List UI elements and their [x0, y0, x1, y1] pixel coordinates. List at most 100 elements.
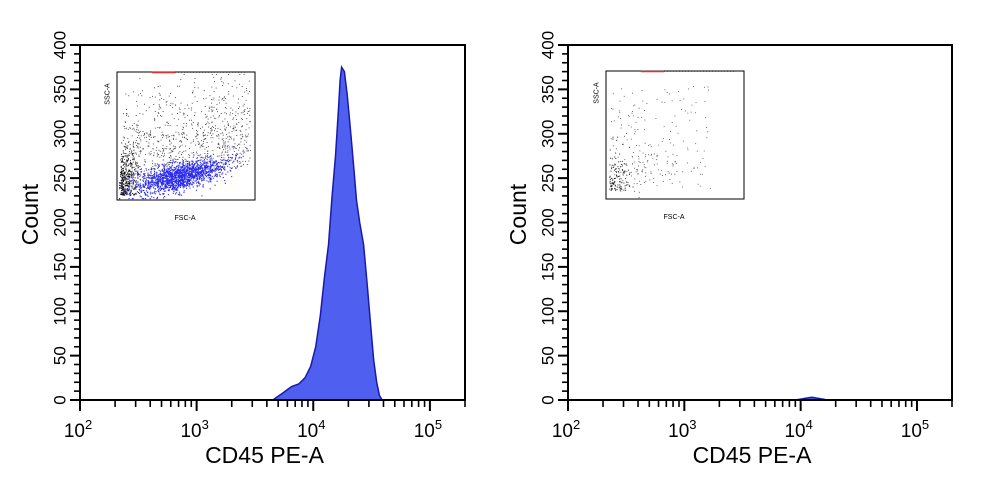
inset-point — [227, 124, 229, 126]
inset-point — [235, 111, 237, 113]
inset-point — [249, 157, 251, 159]
inset-point — [121, 186, 123, 188]
inset-gated-point — [184, 173, 186, 175]
inset-point — [174, 97, 176, 98]
inset-gated-point — [226, 160, 228, 162]
inset-gated-point — [219, 168, 221, 170]
inset-gated-point — [131, 176, 133, 178]
inset-gated-point — [179, 194, 181, 196]
inset-point — [220, 133, 222, 134]
inset-gated-point — [175, 166, 177, 168]
inset-point — [623, 170, 625, 172]
inset-gated-point — [140, 191, 142, 193]
inset-point — [135, 182, 137, 184]
inset-point — [146, 141, 148, 142]
inset-point — [643, 166, 645, 168]
inset-gated-point — [180, 173, 182, 175]
inset-gated-point — [180, 170, 182, 172]
inset-point — [183, 127, 185, 129]
inset-point — [241, 118, 242, 120]
inset-gated-point — [203, 178, 205, 180]
inset-point — [152, 148, 154, 150]
inset-gated-point — [228, 161, 230, 163]
inset-point — [223, 145, 225, 147]
inset-gated-point — [186, 179, 188, 181]
inset-gated-point — [130, 180, 132, 182]
inset-gated-point — [164, 184, 166, 186]
inset-point — [139, 176, 141, 177]
inset-gated-point — [196, 163, 198, 165]
inset-point — [671, 100, 673, 102]
inset-point — [149, 154, 151, 156]
inset-gated-point — [195, 160, 197, 162]
inset-point — [122, 165, 124, 166]
inset-point — [192, 140, 194, 142]
inset-point — [208, 108, 210, 109]
inset-point — [132, 188, 134, 190]
inset-point — [183, 150, 185, 152]
inset-point — [144, 132, 145, 134]
inset-point — [169, 174, 171, 175]
inset-gated-point — [146, 186, 148, 188]
inset-point — [645, 180, 647, 182]
inset-y-label: SSC-A — [594, 82, 601, 104]
inset-point — [145, 154, 146, 156]
inset-gated-point — [204, 169, 206, 171]
inset-gated-point — [198, 173, 200, 175]
inset-gated-point — [158, 165, 160, 167]
inset-gated-point — [184, 184, 186, 186]
inset-point — [630, 138, 632, 140]
inset-point — [126, 182, 127, 183]
inset-gated-point — [169, 181, 171, 183]
inset-gated-point — [192, 176, 194, 178]
inset-point — [126, 109, 127, 110]
inset-gated-point — [134, 177, 136, 179]
inset-point — [133, 123, 135, 125]
inset-point — [127, 156, 129, 158]
inset-gated-point — [195, 170, 197, 172]
inset-point — [136, 164, 138, 166]
inset-gated-point — [166, 184, 168, 186]
inset-point — [127, 145, 129, 147]
inset-point — [126, 178, 128, 179]
inset-gated-point — [170, 173, 172, 175]
inset-gated-point — [166, 167, 168, 169]
inset-gated-point — [161, 174, 163, 176]
inset-gated-point — [191, 175, 193, 177]
inset-point — [150, 133, 152, 135]
inset-point — [619, 100, 621, 102]
inset-gated-point — [210, 162, 212, 164]
inset-gated-point — [221, 166, 223, 168]
inset-point — [683, 98, 685, 100]
inset-point — [122, 187, 123, 189]
inset-gated-point — [145, 169, 147, 171]
inset-gated-point — [150, 178, 152, 180]
inset-point — [124, 185, 126, 187]
inset-gated-point — [215, 161, 217, 163]
inset-gated-point — [192, 186, 194, 188]
inset-point — [176, 125, 178, 127]
inset-point — [616, 171, 617, 173]
inset-gated-point — [165, 164, 167, 166]
inset-point — [145, 177, 147, 179]
y-tick-label: 0 — [51, 395, 70, 404]
inset-point — [165, 134, 167, 136]
inset-point — [639, 150, 641, 152]
inset-gated-point — [166, 183, 168, 185]
inset-gated-point — [125, 178, 127, 180]
inset-point — [218, 135, 220, 137]
inset-point — [236, 123, 238, 125]
inset-point — [126, 147, 128, 149]
inset-point — [200, 145, 202, 147]
inset-gated-point — [180, 169, 182, 171]
inset-gated-point — [163, 171, 165, 173]
inset-point — [249, 121, 251, 123]
inset-point — [229, 136, 231, 138]
inset-gated-point — [195, 162, 197, 164]
inset-gated-point — [140, 196, 142, 198]
inset-point — [687, 112, 689, 114]
inset-gated-point — [157, 186, 159, 188]
inset-point — [230, 126, 231, 128]
inset-point — [220, 113, 222, 114]
inset-gated-point — [163, 165, 165, 167]
